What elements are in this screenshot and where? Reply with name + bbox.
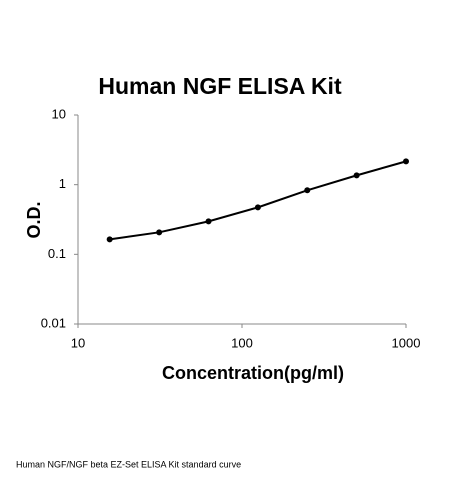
x-tick-label: 100 bbox=[231, 335, 253, 350]
data-line bbox=[109, 160, 407, 241]
data-point bbox=[403, 158, 409, 165]
y-axis-label: O.D. bbox=[24, 201, 44, 238]
data-point bbox=[353, 172, 360, 179]
x-tick-label: 1000 bbox=[392, 335, 421, 350]
data-point bbox=[205, 218, 212, 225]
data-point bbox=[304, 187, 311, 194]
y-tick-label: 1 bbox=[59, 176, 66, 191]
data-point bbox=[254, 204, 261, 211]
data-point bbox=[156, 229, 163, 236]
y-tick-label: 10 bbox=[52, 106, 66, 121]
caption: Human NGF/NGF beta EZ-Set ELISA Kit stan… bbox=[16, 459, 241, 469]
x-tick-label: 10 bbox=[71, 335, 85, 350]
chart-title: Human NGF ELISA Kit bbox=[98, 73, 342, 99]
y-tick-label: 0.1 bbox=[48, 246, 66, 261]
data-point bbox=[106, 236, 113, 243]
x-axis-label: Concentration(pg/ml) bbox=[162, 363, 344, 383]
y-tick-label: 0.01 bbox=[41, 315, 66, 330]
